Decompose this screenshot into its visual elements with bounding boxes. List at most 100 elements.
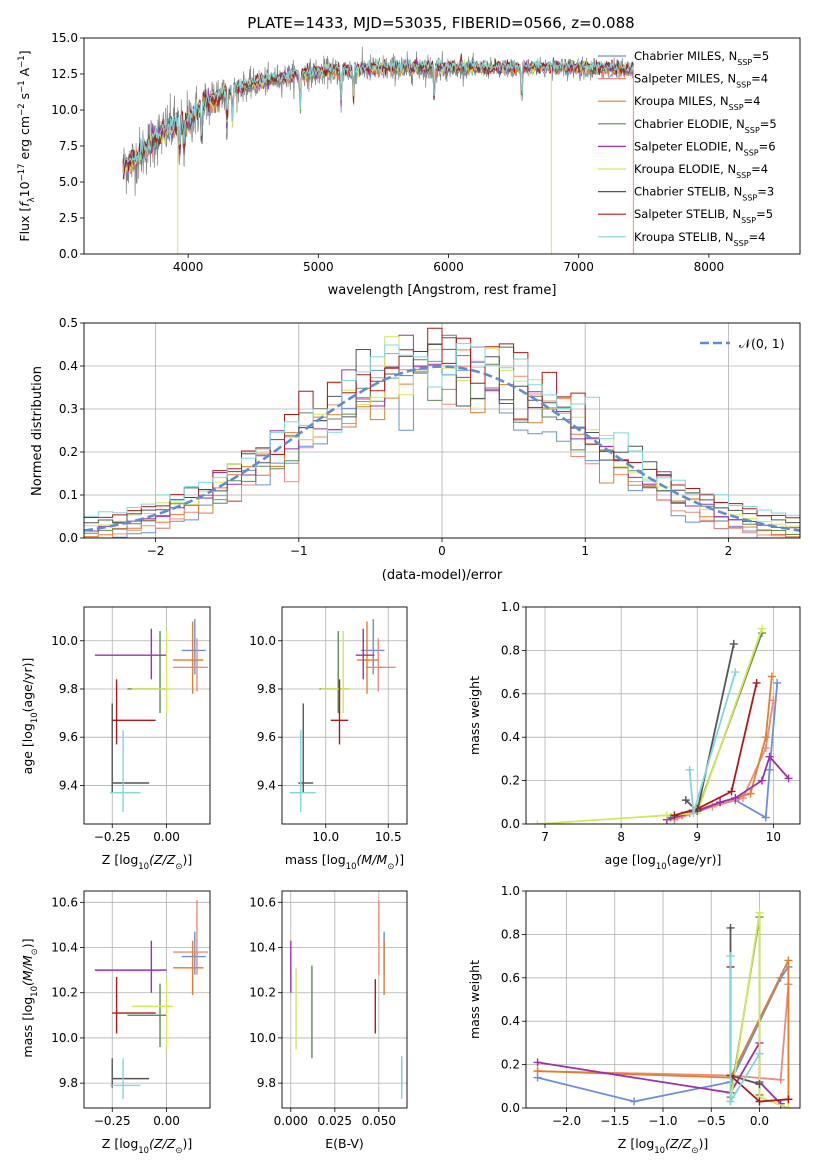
weight-marker bbox=[670, 811, 679, 820]
axes-frame bbox=[83, 37, 801, 255]
y-tick-label: 0.1 bbox=[59, 488, 78, 502]
spectrum-x-label: wavelength [Angstrom, rest frame] bbox=[328, 283, 557, 298]
x-tick-label: −0.5 bbox=[697, 1114, 726, 1128]
errorbar-kroupa-elodie bbox=[131, 631, 174, 714]
legend-item-chabrier-miles: Chabrier MILES, NSSP=5 bbox=[598, 49, 769, 67]
x-tick-label: 0.00 bbox=[153, 830, 180, 844]
x-tick-label: 2 bbox=[725, 544, 733, 558]
weight-marker bbox=[746, 789, 755, 798]
mass-vs-Z-y-label: mass [log10(M/M⊙)] bbox=[20, 938, 40, 1057]
weight-line bbox=[729, 912, 789, 1108]
legend-item-kroupa-miles: Kroupa MILES, NSSP=4 bbox=[598, 94, 760, 112]
axes-frame bbox=[83, 890, 211, 1109]
age-vs-Z-y-label: age [log10(age/yr)] bbox=[20, 658, 40, 775]
normal-curve-line bbox=[84, 365, 800, 532]
y-tick-label: 5.0 bbox=[59, 175, 78, 189]
plot-area bbox=[533, 624, 793, 824]
weight-marker bbox=[689, 809, 698, 818]
y-tick-label: 9.8 bbox=[257, 1076, 276, 1090]
y-tick-label: 9.4 bbox=[257, 778, 276, 792]
weight-marker bbox=[630, 1097, 639, 1106]
x-tick-label: 9 bbox=[693, 830, 701, 844]
weight-vs-Z-panel-y-label: mass weight bbox=[467, 960, 482, 1039]
legend-label: Kroupa STELIB, NSSP=4 bbox=[634, 230, 765, 248]
axes-frame bbox=[281, 606, 408, 825]
weight-marker bbox=[784, 1104, 793, 1108]
residual-histogram-kroupa-stelib bbox=[84, 343, 800, 517]
residuals-y-label: Normed distribution bbox=[30, 366, 45, 496]
weight-vs-age-panel-y-label: mass weight bbox=[467, 676, 482, 755]
legend-item-chabrier-elodie: Chabrier ELODIE, NSSP=5 bbox=[598, 117, 777, 134]
weight-marker bbox=[752, 678, 761, 687]
spectrum-legend: Chabrier MILES, NSSP=5 Salpeter MILES, NS… bbox=[598, 49, 777, 247]
weight-marker bbox=[716, 798, 725, 807]
errorbar-kroupa-miles bbox=[173, 621, 204, 694]
model-spectrum-kroupa-stelib bbox=[122, 57, 634, 175]
residuals-x-label: (data-model)/error bbox=[382, 568, 503, 583]
y-tick-label: 10.6 bbox=[249, 895, 276, 909]
axes-frame bbox=[83, 606, 211, 825]
y-tick-label: 0.8 bbox=[501, 927, 520, 941]
y-tick-label: 10.2 bbox=[249, 986, 276, 1000]
residual-histogram-salpeter-stelib bbox=[84, 327, 800, 519]
y-tick-label: 0.2 bbox=[501, 1058, 520, 1072]
plot-area bbox=[533, 908, 793, 1108]
x-tick-label: 5000 bbox=[303, 260, 334, 274]
errorbar-chabrier-stelib bbox=[111, 703, 150, 793]
weight-marker bbox=[755, 1080, 764, 1089]
mass-vs-Z-x-label: Z [log10(Z/Z⊙)] bbox=[102, 1136, 192, 1156]
x-tick-label: −1.5 bbox=[600, 1114, 629, 1128]
x-tick-label: 10.0 bbox=[312, 830, 339, 844]
figure-title: PLATE=1433, MJD=53035, FIBERID=0566, z=0… bbox=[247, 14, 634, 32]
y-tick-label: 15.0 bbox=[51, 31, 78, 45]
y-tick-label: 0.4 bbox=[501, 1014, 520, 1028]
errorbar-chabrier-miles bbox=[360, 619, 385, 675]
y-tick-label: 10.0 bbox=[51, 103, 78, 117]
weight-marker bbox=[755, 1097, 764, 1106]
errorbar-kroupa-stelib bbox=[110, 729, 141, 812]
axes-frame bbox=[525, 606, 801, 825]
x-tick-label: −0.25 bbox=[94, 830, 131, 844]
legend-item-salpeter-stelib: Salpeter STELIB, NSSP=5 bbox=[598, 207, 773, 225]
y-tick-label: 0.0 bbox=[501, 1101, 520, 1115]
errorbar-salpeter-miles bbox=[365, 638, 396, 692]
legend-item-kroupa-stelib: Kroupa STELIB, NSSP=4 bbox=[598, 230, 765, 248]
y-tick-label: 0.0 bbox=[59, 247, 78, 261]
legend-label: Chabrier STELIB, NSSP=3 bbox=[634, 185, 774, 203]
x-tick-label: −2 bbox=[147, 544, 165, 558]
y-tick-label: 10.0 bbox=[51, 634, 78, 648]
legend-item-salpeter-elodie: Salpeter ELODIE, NSSP=6 bbox=[598, 139, 776, 157]
x-tick-label: −0.25 bbox=[94, 1114, 131, 1128]
x-tick-label: 4000 bbox=[173, 260, 204, 274]
y-tick-label: 9.6 bbox=[257, 730, 276, 744]
x-tick-label: 10.5 bbox=[375, 830, 402, 844]
y-tick-label: 10.2 bbox=[51, 986, 78, 1000]
age-vs-Z-panel: −0.25 0.00 9.4 9.6 9.8 10.0 Z [log10(Z/Z⊙)] age… bbox=[20, 606, 211, 872]
weight-marker bbox=[757, 776, 766, 785]
errorbar-kroupa-miles bbox=[173, 940, 204, 995]
weight-series-kroupa-elodie bbox=[726, 908, 793, 1108]
spectrum-y-label: Flux [fλ10−17 erg cm−2 s−1 A−1] bbox=[17, 50, 37, 241]
weight-marker bbox=[731, 793, 740, 802]
y-tick-label: 12.5 bbox=[51, 67, 78, 81]
x-tick-label: −1 bbox=[290, 544, 308, 558]
y-tick-label: 0.6 bbox=[501, 687, 520, 701]
errorbar-salpeter-elodie bbox=[355, 628, 375, 680]
errorbar-chabrier-elodie bbox=[127, 631, 167, 714]
errorbar-kroupa-elodie bbox=[131, 979, 174, 1050]
x-tick-label: 0.000 bbox=[274, 1114, 308, 1128]
weight-marker bbox=[784, 774, 793, 783]
y-tick-label: 10.4 bbox=[249, 941, 276, 955]
weight-marker bbox=[533, 820, 542, 824]
x-tick-label: 0.050 bbox=[362, 1114, 396, 1128]
y-tick-label: 10.4 bbox=[51, 941, 78, 955]
weight-marker bbox=[685, 765, 694, 774]
weight-marker bbox=[533, 1067, 542, 1076]
x-tick-label: 0.00 bbox=[153, 1114, 180, 1128]
weight-marker bbox=[761, 733, 770, 742]
errorbar-kroupa-miles bbox=[357, 621, 379, 694]
mass-vs-ebv-x-label: E(B-V) bbox=[325, 1136, 364, 1151]
plot-area bbox=[84, 327, 800, 538]
weight-series-chabrier-stelib bbox=[681, 639, 738, 815]
y-tick-label: 10.0 bbox=[249, 1031, 276, 1045]
